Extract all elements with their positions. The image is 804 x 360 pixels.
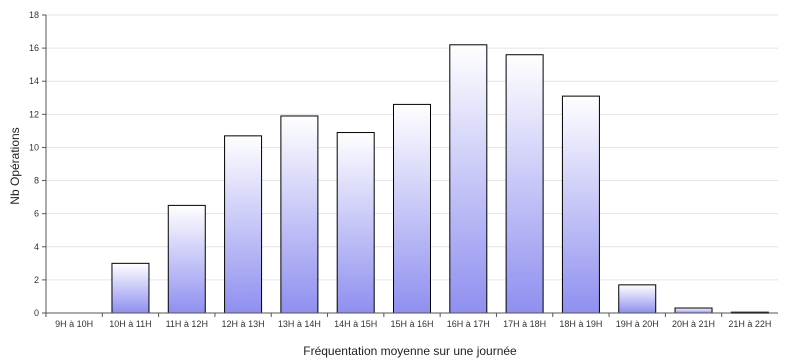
- x-tick-label: 17H à 18H: [503, 319, 546, 329]
- x-tick-label: 9H à 10H: [55, 319, 93, 329]
- y-tick-label: 8: [34, 176, 39, 186]
- y-axis-title: Nb Opérations: [8, 127, 22, 204]
- tick-labels: 0 2 4 6 8 10 12 14 16 18 9H à 10H 10H à 11H 11H à 12…: [29, 10, 771, 329]
- y-tick-label: 2: [34, 275, 39, 285]
- bar: [167, 204, 206, 314]
- bar: [393, 103, 431, 314]
- y-tick-label: 18: [29, 10, 39, 20]
- bar: [280, 115, 319, 314]
- bar: [111, 262, 150, 314]
- y-tick-label: 16: [29, 43, 39, 53]
- bar: [336, 132, 375, 314]
- y-tick-label: 0: [34, 308, 39, 318]
- x-tick-label: 21H à 22H: [728, 319, 771, 329]
- y-tick-label: 14: [29, 76, 39, 86]
- x-tick-label: 12H à 13H: [222, 319, 265, 329]
- y-tick-label: 12: [29, 109, 39, 119]
- x-axis-title: Fréquentation moyenne sur une journée: [303, 344, 517, 358]
- bar: [561, 95, 600, 314]
- x-tick-label: 10H à 11H: [109, 319, 151, 329]
- bar: [449, 44, 488, 314]
- y-tick-label: 6: [34, 209, 39, 219]
- bars: [111, 44, 769, 314]
- axes: [42, 14, 778, 317]
- y-tick-label: 10: [29, 142, 39, 152]
- y-tick-label: 4: [34, 242, 39, 252]
- x-tick-label: 15H à 16H: [390, 319, 433, 329]
- x-tick-label: 18H à 19H: [559, 319, 602, 329]
- x-tick-label: 20H à 21H: [672, 319, 715, 329]
- x-tick-label: 11H à 12H: [166, 319, 208, 329]
- x-tick-label: 19H à 20H: [616, 319, 659, 329]
- x-tick-label: 13H à 14H: [278, 319, 321, 329]
- bar: [618, 284, 657, 314]
- bar: [224, 135, 263, 314]
- bar: [505, 54, 544, 314]
- x-tick-label: 16H à 17H: [447, 319, 490, 329]
- x-tick-label: 14H à 15H: [334, 319, 377, 329]
- bar: [674, 307, 713, 314]
